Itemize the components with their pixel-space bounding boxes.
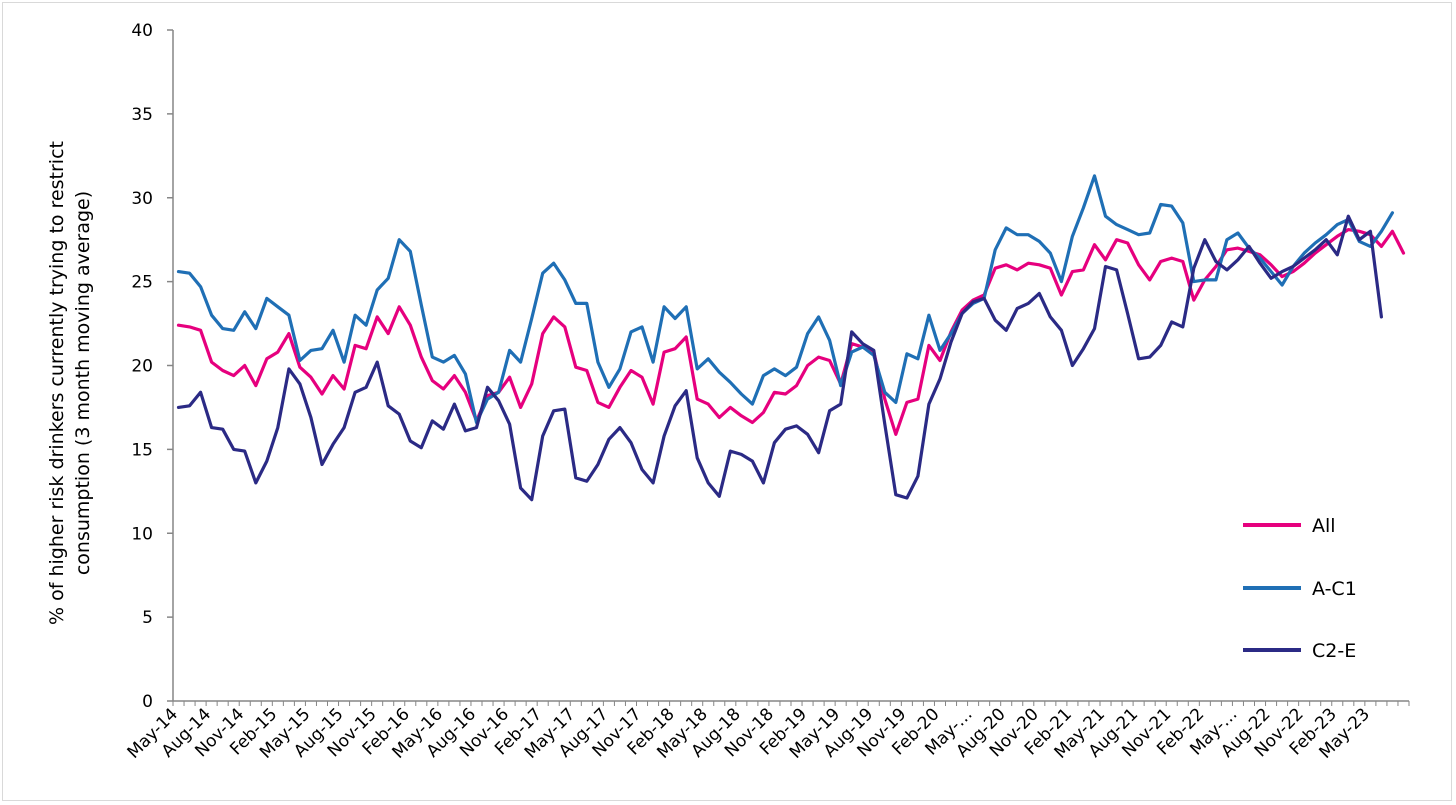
- legend-label: All: [1312, 515, 1336, 537]
- series-line-c2-e: [176, 214, 1384, 502]
- series-line-all: [176, 228, 1406, 436]
- y-axis: 0 5 10 15 20 25 30 35 40: [131, 21, 174, 712]
- y-tick-label: 30: [131, 189, 153, 209]
- y-tick-label: 35: [131, 105, 153, 125]
- y-tick-label: 5: [142, 608, 153, 628]
- y-tick-label: 10: [131, 524, 153, 544]
- y-axis-label: % of higher risk drinkers currently tryi…: [46, 141, 94, 625]
- y-tick-label: 15: [131, 440, 153, 460]
- y-tick-label: 25: [131, 273, 153, 293]
- y-axis-label-line: consumption (3 month moving average): [72, 191, 94, 575]
- series-layer: [176, 174, 1406, 502]
- legend-label: A-C1: [1312, 578, 1357, 600]
- y-tick-label: 0: [142, 692, 153, 712]
- legend-label: C2-E: [1312, 640, 1356, 662]
- legend: All A-C1 C2-E: [1243, 515, 1357, 662]
- y-tick-label: 20: [131, 357, 153, 377]
- series-line-a-c1: [176, 174, 1395, 425]
- line-chart: 0 5 10 15 20 25 30 35 40 May-14Aug-14Nov-14Feb-1…: [46, 21, 1410, 763]
- y-axis-label-line: % of higher risk drinkers currently tryi…: [46, 141, 68, 625]
- x-axis: May-14Aug-14Nov-14Feb-15May-15Aug-15Nov-…: [124, 700, 1410, 763]
- y-tick-label: 40: [131, 21, 153, 41]
